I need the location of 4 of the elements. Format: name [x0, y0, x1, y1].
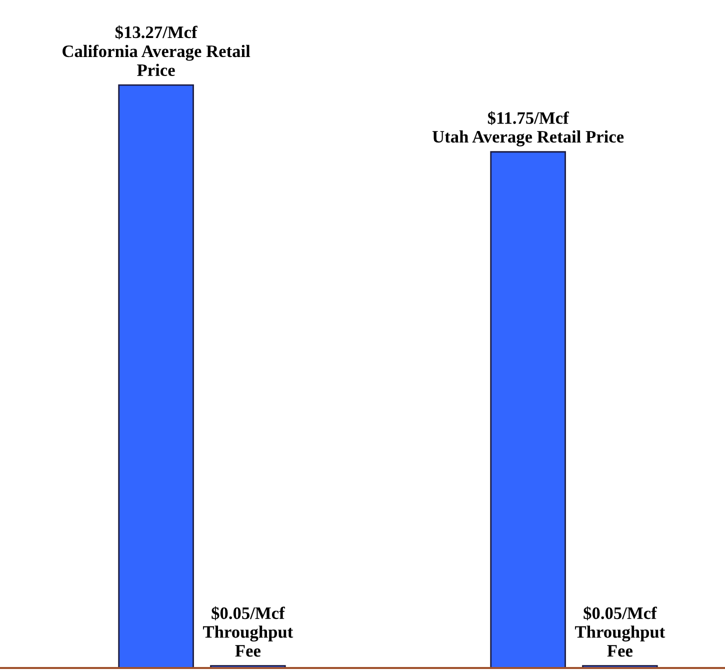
data-label: $0.05/Mcf Throughput Fee — [203, 606, 294, 657]
data-label: $11.75/Mcf Utah Average Retail Price — [432, 111, 624, 146]
data-label: $0.05/Mcf Throughput Fee — [575, 606, 666, 657]
data-label: $13.27/Mcf California Average Retail Price — [62, 25, 250, 76]
